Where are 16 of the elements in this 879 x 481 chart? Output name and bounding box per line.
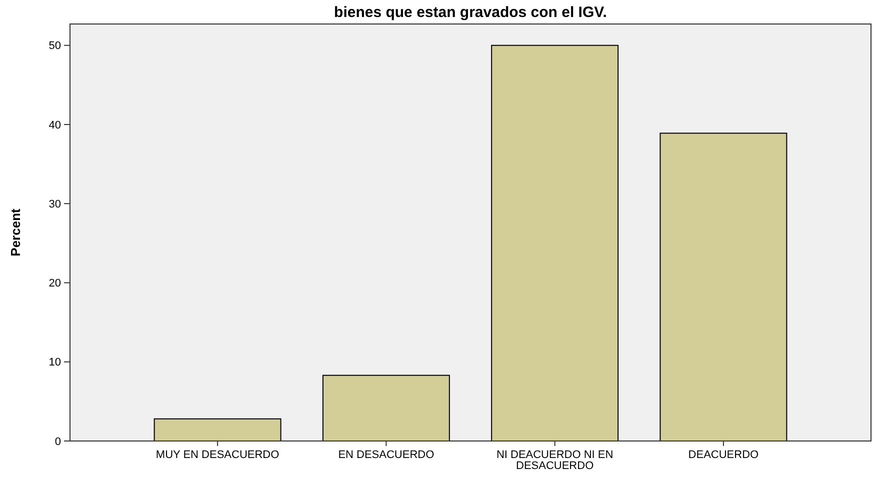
bar — [154, 418, 282, 442]
x-tick-label: EN DESACUERDO — [338, 449, 435, 461]
x-tick-label: MUY EN DESACUERDO — [156, 449, 280, 461]
y-tick-label: 10 — [48, 356, 61, 369]
y-tick-label: 30 — [48, 198, 61, 210]
y-tick-label: 0 — [54, 436, 61, 448]
chart-title: bienes que estan gravados con el IGV. — [334, 4, 607, 21]
bar — [491, 44, 619, 442]
y-tick-label: 40 — [48, 119, 61, 132]
y-axis-title: Percent — [8, 208, 23, 256]
y-tick-label: 20 — [48, 278, 61, 290]
x-tick-label: DEACUERDO — [688, 449, 760, 461]
bar — [660, 132, 788, 442]
y-tick-label: 50 — [48, 40, 61, 52]
bar — [322, 374, 450, 442]
x-tick-label: NI DEACUERDO NI EN DESACUERDO — [496, 449, 614, 472]
